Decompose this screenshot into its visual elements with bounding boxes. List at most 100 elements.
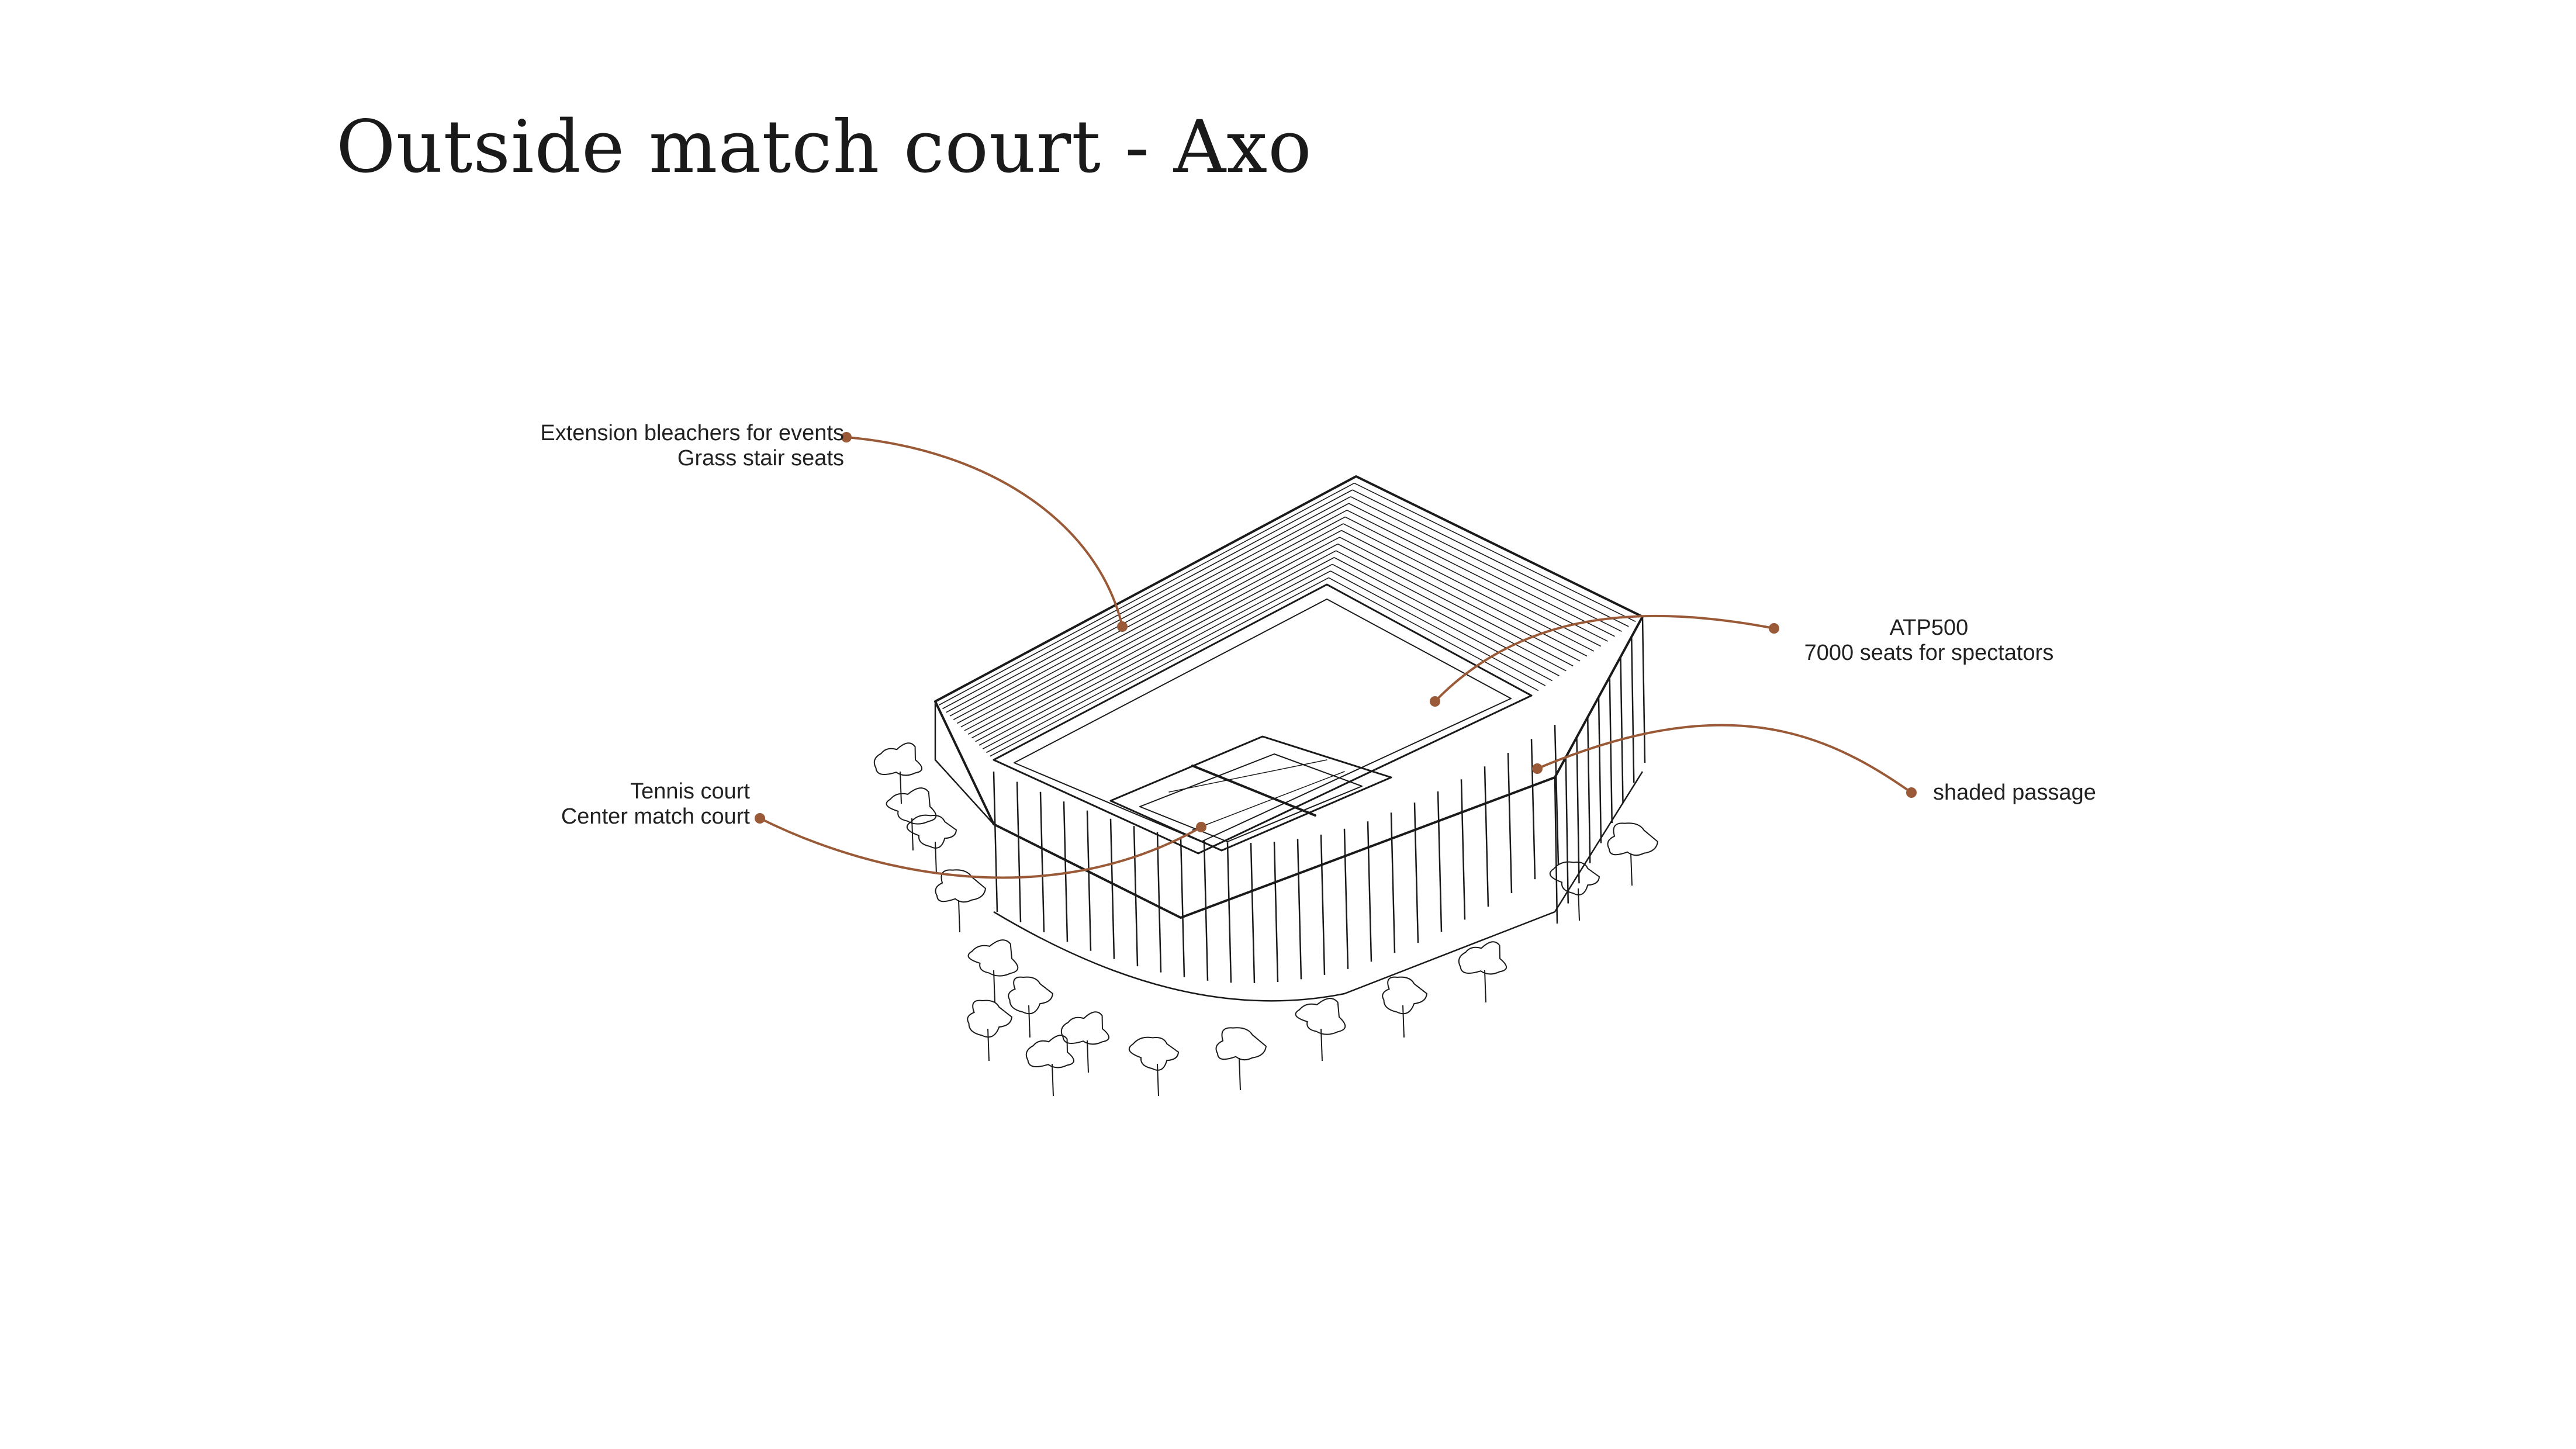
facade-fin: [1641, 616, 1646, 763]
tree-canopy: [1008, 976, 1054, 1015]
tree-canopy: [1458, 941, 1507, 975]
dot-atp-label: [1769, 623, 1779, 634]
dot-passage-target: [1532, 763, 1543, 774]
hatch-line: [967, 537, 1340, 735]
hatch-line: [1330, 570, 1546, 686]
hatch-line: [953, 510, 1347, 720]
facade-fins: [934, 616, 1646, 1002]
facade-fin: [1631, 637, 1635, 783]
leader-dots: [755, 432, 1917, 832]
annotation-atp-line2: 7000 seats for spectators: [1804, 641, 2054, 665]
tree-canopy: [1128, 1036, 1180, 1071]
leader-atp: [1434, 614, 1775, 703]
leader-bleachers: [846, 436, 1123, 627]
tree-trunk: [935, 841, 937, 874]
annotation-atp-line1: ATP500: [1889, 615, 1969, 640]
dot-atp-target: [1430, 696, 1440, 707]
facade-fin: [1530, 739, 1536, 880]
hatch-line: [960, 523, 1344, 728]
dot-bleachers-target: [1117, 621, 1128, 632]
tree-trunk: [1028, 1005, 1031, 1038]
tree-trunk: [900, 771, 902, 804]
tree-canopy: [1295, 998, 1346, 1035]
facade-fin: [1437, 791, 1443, 932]
hatch-line: [1347, 510, 1608, 642]
facade-fin: [1063, 801, 1069, 942]
facade-fin: [1016, 781, 1022, 922]
facade-fin: [1086, 810, 1092, 951]
tree-clusters: [873, 742, 1659, 1097]
tree-trunk: [1320, 1028, 1323, 1061]
facade-fin: [1343, 828, 1349, 969]
tree-trunk: [1484, 970, 1486, 1003]
inner-opening: [993, 583, 1533, 855]
facade-fin: [1250, 842, 1256, 983]
hatch-line: [971, 543, 1339, 739]
hatch-line: [978, 557, 1334, 746]
leader-passage: [1537, 724, 1913, 794]
facade-fin: [1484, 766, 1489, 907]
facade-fin: [1507, 753, 1513, 894]
facade-fin: [1203, 840, 1209, 981]
dot-court-target: [1196, 822, 1206, 832]
hatch-line: [942, 489, 1353, 710]
facade-base: [993, 771, 1644, 1002]
tree-canopy: [1382, 976, 1428, 1015]
annotation-passage: shaded passage: [1933, 780, 2096, 805]
annotation-bleachers-line1: Extension bleachers for events: [540, 421, 844, 445]
facade-edge: [934, 701, 994, 825]
hatch-line: [1350, 496, 1622, 632]
tree-trunk: [1239, 1057, 1241, 1091]
hatch-line: [1332, 563, 1553, 682]
hatch-line: [990, 577, 1329, 757]
hatch-line: [1343, 523, 1595, 652]
tree-canopy: [873, 742, 923, 776]
tree-canopy: [906, 814, 957, 849]
facade-fin: [1620, 656, 1624, 803]
tree-trunk: [1630, 853, 1633, 886]
tree-canopy: [1215, 1027, 1267, 1061]
hatch-line: [1354, 482, 1636, 623]
facade-fin: [1609, 677, 1613, 824]
facade-fin: [1320, 834, 1326, 975]
tree-trunk: [958, 900, 960, 933]
tree-canopy: [1607, 822, 1659, 856]
facade-fin: [1390, 812, 1396, 953]
hatch-line: [982, 563, 1333, 749]
annotation-passage-line1: shaded passage: [1933, 780, 2096, 805]
hatch-line: [938, 482, 1355, 706]
dot-bleachers-label: [841, 432, 852, 442]
facade-fin: [993, 771, 998, 912]
facade-fin: [1598, 697, 1602, 843]
annotation-court-line1: Tennis court: [630, 779, 750, 804]
facade-fin: [1226, 842, 1232, 983]
tree-canopy: [1025, 1035, 1075, 1068]
hatch-line: [986, 570, 1331, 753]
hatch-line: [964, 530, 1342, 731]
tree-canopy: [1060, 1011, 1110, 1045]
annotation-atp: ATP500 7000 seats for spectators: [1800, 615, 2058, 666]
tree-canopy: [886, 787, 937, 825]
hatch-line: [1344, 516, 1602, 647]
facade-fin: [1156, 832, 1162, 973]
tree-canopy: [1549, 861, 1600, 895]
facade-fin: [1554, 777, 1558, 924]
facade-fin: [1180, 836, 1185, 977]
bleacher-hatching: [938, 482, 1636, 757]
hatch-line: [1334, 557, 1560, 676]
tree-trunk: [993, 970, 995, 1003]
tree-trunk: [1578, 888, 1580, 921]
hatch-line: [957, 516, 1346, 724]
facade-fin: [1554, 724, 1560, 866]
facade-fin: [1273, 841, 1279, 983]
facade-fin: [1367, 821, 1372, 962]
annotation-court: Tennis court Center match court: [561, 779, 750, 829]
tree-trunk: [1052, 1063, 1054, 1097]
tree-trunk: [987, 1028, 990, 1061]
tree-trunk: [911, 818, 914, 851]
facade-fin: [1133, 826, 1139, 967]
hatch-line: [975, 550, 1337, 742]
hatch-line: [1336, 550, 1567, 672]
facade-fin: [1587, 717, 1591, 863]
